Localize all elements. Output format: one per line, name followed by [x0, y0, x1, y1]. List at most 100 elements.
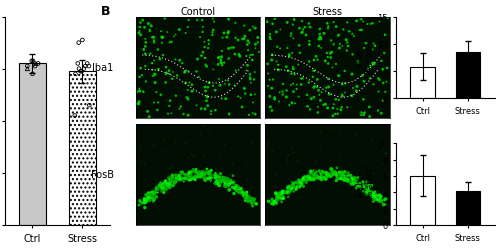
Point	[379, 68, 387, 72]
Point	[186, 170, 194, 174]
Point	[300, 177, 308, 181]
Point	[324, 25, 332, 29]
Point	[243, 197, 251, 201]
Point	[218, 171, 226, 175]
Point	[324, 78, 332, 82]
Point	[294, 182, 302, 186]
Point	[380, 151, 388, 155]
Point	[231, 186, 239, 190]
Point	[224, 184, 232, 188]
Point	[306, 169, 314, 173]
Point	[242, 197, 250, 201]
Point	[382, 152, 390, 156]
Point	[277, 192, 285, 196]
Point	[297, 179, 305, 183]
Point	[198, 19, 206, 23]
Point	[348, 53, 356, 57]
Point	[286, 188, 294, 192]
Point	[210, 174, 218, 178]
Point	[360, 112, 368, 116]
Point	[213, 182, 221, 186]
Point	[322, 86, 330, 90]
Point	[372, 197, 380, 201]
Title: Stress: Stress	[312, 7, 342, 17]
Point	[252, 43, 260, 47]
Point	[318, 176, 326, 180]
Point	[238, 191, 246, 195]
Point	[225, 47, 233, 51]
Point	[225, 18, 233, 22]
Point	[154, 188, 162, 192]
Point	[164, 176, 172, 180]
Point	[383, 67, 391, 71]
Point	[323, 173, 331, 177]
Point	[327, 39, 335, 43]
Point	[215, 184, 223, 188]
Point	[360, 80, 368, 84]
Point	[272, 201, 280, 205]
Point	[240, 193, 248, 197]
Text: Iba1: Iba1	[92, 63, 114, 73]
Point	[272, 31, 280, 35]
Point	[206, 175, 214, 179]
Point	[352, 186, 360, 190]
Point	[166, 183, 173, 187]
Point	[162, 81, 170, 85]
Point	[182, 174, 190, 178]
Point	[197, 107, 205, 111]
Point	[182, 177, 190, 181]
Point	[178, 62, 186, 66]
Point	[316, 130, 324, 134]
Point	[182, 82, 190, 86]
Point	[241, 92, 249, 96]
Point	[316, 169, 324, 173]
Point	[234, 190, 242, 194]
Point	[324, 86, 332, 89]
Point	[142, 53, 150, 57]
Point	[306, 108, 314, 112]
Point	[334, 74, 342, 78]
Point	[326, 175, 334, 179]
Point	[294, 180, 302, 184]
Point	[325, 173, 333, 177]
Point	[163, 182, 171, 186]
Point	[250, 71, 258, 75]
Point	[142, 65, 150, 69]
Point	[310, 96, 318, 100]
Point	[333, 174, 341, 178]
Point	[242, 69, 250, 73]
Point	[191, 174, 199, 178]
Point	[364, 191, 372, 195]
Point	[311, 172, 319, 176]
Point	[140, 48, 147, 52]
Point	[370, 200, 378, 203]
Point	[150, 190, 158, 194]
Point	[224, 177, 232, 181]
Point	[310, 174, 318, 178]
Point	[299, 178, 307, 182]
Point	[148, 62, 156, 66]
Point	[138, 19, 146, 23]
Point	[360, 184, 368, 188]
Point	[290, 37, 298, 41]
Point	[320, 32, 328, 36]
Point	[360, 47, 368, 51]
Point	[147, 25, 155, 29]
Text: FosB: FosB	[90, 170, 114, 179]
Point	[356, 186, 364, 190]
Point	[235, 187, 243, 191]
Point	[214, 63, 222, 67]
Point	[226, 182, 234, 186]
Point	[230, 192, 238, 196]
Point	[289, 184, 297, 188]
Point	[183, 96, 191, 100]
Point	[341, 91, 349, 95]
Point	[354, 62, 362, 66]
Point	[222, 182, 230, 186]
Point	[140, 198, 148, 202]
Point	[293, 83, 301, 87]
Point	[345, 30, 353, 34]
Point	[176, 177, 184, 181]
Point	[371, 44, 379, 48]
Point	[288, 102, 296, 105]
